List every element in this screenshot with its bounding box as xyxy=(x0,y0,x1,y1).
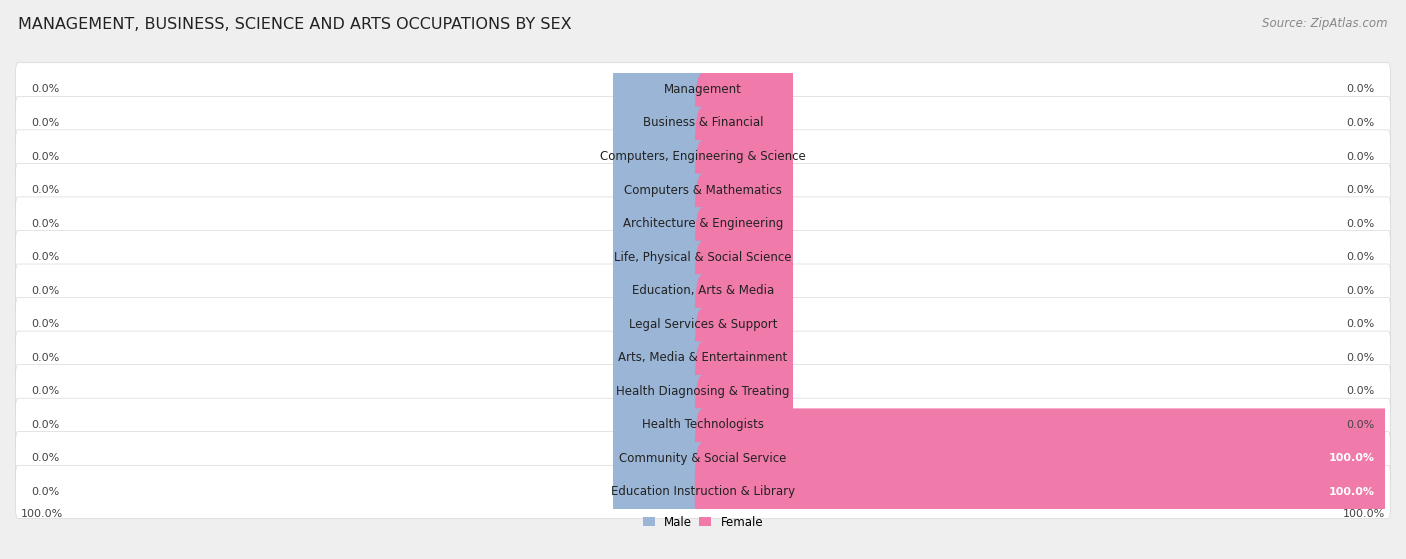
Text: 0.0%: 0.0% xyxy=(31,420,59,430)
Text: 0.0%: 0.0% xyxy=(1347,151,1375,162)
Text: Architecture & Engineering: Architecture & Engineering xyxy=(623,217,783,230)
Text: Source: ZipAtlas.com: Source: ZipAtlas.com xyxy=(1263,17,1388,30)
Text: 0.0%: 0.0% xyxy=(1347,353,1375,363)
Text: 0.0%: 0.0% xyxy=(1347,252,1375,262)
Text: 0.0%: 0.0% xyxy=(31,84,59,94)
FancyBboxPatch shape xyxy=(15,130,1391,183)
FancyBboxPatch shape xyxy=(15,331,1391,385)
Text: Computers, Engineering & Science: Computers, Engineering & Science xyxy=(600,150,806,163)
Text: 0.0%: 0.0% xyxy=(31,151,59,162)
Text: 0.0%: 0.0% xyxy=(31,185,59,195)
Legend: Male, Female: Male, Female xyxy=(638,511,768,533)
FancyBboxPatch shape xyxy=(15,230,1391,284)
FancyBboxPatch shape xyxy=(613,40,711,139)
FancyBboxPatch shape xyxy=(695,241,793,340)
FancyBboxPatch shape xyxy=(695,40,793,139)
FancyBboxPatch shape xyxy=(695,442,1393,542)
FancyBboxPatch shape xyxy=(15,297,1391,351)
Text: 0.0%: 0.0% xyxy=(31,453,59,463)
Text: 0.0%: 0.0% xyxy=(31,118,59,128)
FancyBboxPatch shape xyxy=(613,308,711,408)
Text: 0.0%: 0.0% xyxy=(31,319,59,329)
Text: Computers & Mathematics: Computers & Mathematics xyxy=(624,183,782,197)
Text: Education Instruction & Library: Education Instruction & Library xyxy=(612,485,794,499)
FancyBboxPatch shape xyxy=(613,174,711,273)
FancyBboxPatch shape xyxy=(695,274,793,374)
Text: 100.0%: 100.0% xyxy=(1329,453,1375,463)
FancyBboxPatch shape xyxy=(15,432,1391,485)
Text: 0.0%: 0.0% xyxy=(1347,185,1375,195)
Text: Management: Management xyxy=(664,83,742,96)
Text: 100.0%: 100.0% xyxy=(21,509,63,519)
Text: Business & Financial: Business & Financial xyxy=(643,116,763,130)
Text: 0.0%: 0.0% xyxy=(1347,84,1375,94)
FancyBboxPatch shape xyxy=(613,442,711,542)
Text: Community & Social Service: Community & Social Service xyxy=(619,452,787,465)
Text: 0.0%: 0.0% xyxy=(1347,118,1375,128)
FancyBboxPatch shape xyxy=(613,207,711,307)
Text: 100.0%: 100.0% xyxy=(1329,487,1375,497)
FancyBboxPatch shape xyxy=(15,163,1391,217)
FancyBboxPatch shape xyxy=(613,140,711,240)
FancyBboxPatch shape xyxy=(613,342,711,441)
FancyBboxPatch shape xyxy=(613,274,711,374)
FancyBboxPatch shape xyxy=(15,264,1391,318)
FancyBboxPatch shape xyxy=(15,96,1391,150)
Text: Arts, Media & Entertainment: Arts, Media & Entertainment xyxy=(619,351,787,364)
Text: 100.0%: 100.0% xyxy=(1343,509,1385,519)
Text: 0.0%: 0.0% xyxy=(31,286,59,296)
FancyBboxPatch shape xyxy=(695,308,793,408)
FancyBboxPatch shape xyxy=(695,140,793,240)
FancyBboxPatch shape xyxy=(15,465,1391,519)
FancyBboxPatch shape xyxy=(695,375,793,475)
FancyBboxPatch shape xyxy=(695,107,793,206)
FancyBboxPatch shape xyxy=(15,364,1391,418)
Text: 0.0%: 0.0% xyxy=(31,487,59,497)
FancyBboxPatch shape xyxy=(613,409,711,508)
Text: MANAGEMENT, BUSINESS, SCIENCE AND ARTS OCCUPATIONS BY SEX: MANAGEMENT, BUSINESS, SCIENCE AND ARTS O… xyxy=(18,17,572,32)
FancyBboxPatch shape xyxy=(695,174,793,273)
Text: 0.0%: 0.0% xyxy=(1347,219,1375,229)
Text: Education, Arts & Media: Education, Arts & Media xyxy=(631,284,775,297)
Text: Life, Physical & Social Science: Life, Physical & Social Science xyxy=(614,250,792,264)
FancyBboxPatch shape xyxy=(15,398,1391,452)
Text: 0.0%: 0.0% xyxy=(1347,386,1375,396)
FancyBboxPatch shape xyxy=(613,375,711,475)
FancyBboxPatch shape xyxy=(613,241,711,340)
Text: Health Technologists: Health Technologists xyxy=(643,418,763,432)
Text: Legal Services & Support: Legal Services & Support xyxy=(628,318,778,331)
Text: 0.0%: 0.0% xyxy=(1347,420,1375,430)
Text: 0.0%: 0.0% xyxy=(31,353,59,363)
FancyBboxPatch shape xyxy=(613,107,711,206)
FancyBboxPatch shape xyxy=(695,207,793,307)
FancyBboxPatch shape xyxy=(613,73,711,173)
FancyBboxPatch shape xyxy=(15,63,1391,116)
FancyBboxPatch shape xyxy=(695,342,793,441)
Text: 0.0%: 0.0% xyxy=(1347,286,1375,296)
FancyBboxPatch shape xyxy=(15,197,1391,250)
FancyBboxPatch shape xyxy=(695,73,793,173)
FancyBboxPatch shape xyxy=(695,409,1393,508)
Text: 0.0%: 0.0% xyxy=(31,219,59,229)
Text: 0.0%: 0.0% xyxy=(31,386,59,396)
Text: 0.0%: 0.0% xyxy=(31,252,59,262)
Text: Health Diagnosing & Treating: Health Diagnosing & Treating xyxy=(616,385,790,398)
Text: 0.0%: 0.0% xyxy=(1347,319,1375,329)
